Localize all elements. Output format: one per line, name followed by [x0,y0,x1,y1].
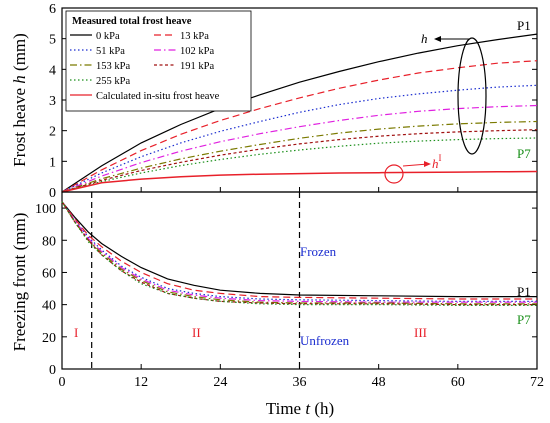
frost-heave-panel: 0 1 2 3 4 5 6 Frost heave h (mm) Measured tota… [10,2,538,201]
top-p1-label: P1 [517,18,531,33]
bottom-y-tick-label: 80 [42,234,56,249]
frozen-label: Frozen [300,244,337,259]
bottom-y-ticks: 0 20 40 60 80 100 [35,202,537,378]
bottom-y-tick-label: 20 [42,331,56,346]
top-series-line [61,170,538,193]
legend-label: 0 kPa [96,31,120,42]
top-y-label-var: h [10,75,29,84]
top-series-line [61,129,538,193]
x-tick-label: 36 [293,375,307,390]
x-tick-label: 60 [451,375,465,390]
h-arrow-head [434,36,441,42]
h-label: h [421,31,428,46]
legend-box [65,10,252,112]
stage-2-label: II [192,325,201,340]
h1-var: h [432,156,439,171]
top-y-tick-label: 3 [49,94,56,109]
bottom-y-tick-label: 40 [42,299,56,314]
legend-items: 0 kPa 13 kPa 51 kPa 102 kPa 153 kPa 191 kPa 25… [70,31,220,102]
bottom-p1-label: P1 [517,284,531,299]
bottom-y-tick-label: 100 [35,202,56,217]
h1-label: hI [432,153,442,171]
h1-circle [384,164,404,184]
top-y-tick-label: 1 [49,155,56,170]
stage-3-label: III [414,325,427,340]
top-series-line [61,33,538,193]
top-y-tick-label: 6 [49,2,56,17]
bottom-series-line [61,201,537,303]
bottom-series-lines [61,201,537,306]
x-label-text: Time [266,399,306,418]
top-y-tick-label: 5 [49,33,56,48]
top-y-tick-label: 2 [49,125,56,140]
x-ticks: 0 12 24 36 48 60 72 [59,187,544,390]
legend-title: Measured total frost heave [72,16,192,27]
x-label-var: t [305,399,311,418]
legend-label: Calculated in-situ frost heave [96,91,220,102]
bottom-y-tick-label: 0 [49,363,56,378]
bottom-p7-label: P7 [517,312,531,327]
legend: Measured total frost heave 0 kPa 13 kPa 51… [65,10,252,112]
top-y-label-text: Frost heave [10,84,29,167]
bottom-series-line [61,201,537,298]
unfrozen-label: Unfrozen [300,333,350,348]
top-series-line [61,137,538,193]
stage-1-label: I [74,325,78,340]
h1-arrow-head [424,161,431,167]
top-series-line [61,60,538,193]
x-axis-label: Time t (h) [266,399,334,418]
bottom-series-line [61,201,537,300]
top-y-tick-label: 0 [49,186,56,201]
stage-divider-lines [91,192,301,369]
h1-sup: I [439,153,442,163]
top-y-axis-label: Frost heave h (mm) [10,33,29,167]
legend-label: 51 kPa [96,46,125,57]
legend-label: 255 kPa [96,76,130,87]
freezing-front-panel: 0 20 40 60 80 100 0 12 24 36 48 60 72 Freezing fron… [10,187,544,418]
bottom-y-tick-label: 60 [42,266,56,281]
x-tick-label: 12 [134,375,148,390]
bottom-series-line [61,201,537,302]
x-tick-label: 48 [372,375,386,390]
legend-label: 153 kPa [96,61,130,72]
legend-label: 13 kPa [180,31,209,42]
x-label-unit: (h) [310,399,334,418]
top-series-line [61,120,538,193]
x-tick-label: 72 [530,375,544,390]
top-y-tick-label: 4 [49,63,56,78]
h-ellipse [457,37,487,155]
top-y-label-unit: (mm) [10,33,29,75]
top-p7-label: P7 [517,146,531,161]
x-tick-label: 24 [213,375,227,390]
top-series-lines [61,33,538,193]
legend-label: 191 kPa [180,61,214,72]
h1-arrow [402,163,429,167]
legend-label: 102 kPa [180,46,214,57]
x-tick-label: 0 [59,375,66,390]
bottom-y-axis-label: Freezing front (mm) [10,213,29,352]
bottom-series-line [61,201,537,306]
